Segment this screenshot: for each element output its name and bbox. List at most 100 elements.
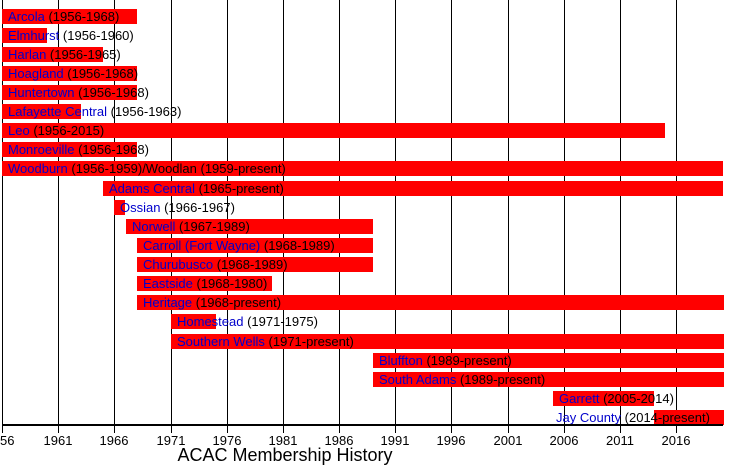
axis-tick-label: 1976 — [212, 433, 242, 448]
axis-tick — [339, 426, 340, 433]
membership-label: Woodburn (1956-1959)/Woodlan (1959-prese… — [8, 161, 286, 176]
membership-years: (1966-1967) — [160, 200, 235, 215]
membership-years: (1956-1968) — [74, 85, 149, 100]
axis-tick — [283, 426, 284, 433]
axis-tick — [676, 426, 677, 433]
school-link[interactable]: Carroll (Fort Wayne) — [143, 238, 261, 253]
gridline-1971 — [171, 0, 172, 425]
membership-bar — [2, 47, 103, 62]
axis-tick — [620, 426, 621, 433]
school-link[interactable]: Leo — [8, 123, 30, 138]
school-link[interactable]: Norwell — [132, 219, 176, 234]
membership-bar — [137, 295, 724, 310]
axis-tick — [564, 426, 565, 433]
school-link[interactable]: Garrett — [559, 391, 600, 406]
axis-tick — [114, 426, 115, 433]
membership-label: Leo (1956-2015) — [8, 123, 104, 138]
axis-tick — [395, 426, 396, 433]
school-link[interactable]: Hoagland — [8, 66, 64, 81]
membership-bar — [2, 66, 137, 81]
membership-years: (1956-1965) — [46, 47, 121, 62]
membership-bar — [2, 28, 47, 43]
school-link[interactable]: Heritage — [143, 295, 193, 310]
membership-years: (1967-1989) — [175, 219, 250, 234]
membership-bar — [114, 200, 125, 215]
axis-tick-label: 2006 — [549, 433, 579, 448]
membership-label: Hoagland (1956-1968) — [8, 66, 138, 81]
membership-label: Ossian (1966-1967) — [120, 200, 235, 215]
school-link[interactable]: South Adams — [379, 372, 457, 387]
school-link[interactable]: Harlan — [8, 47, 47, 62]
membership-years: (1968-1989) — [260, 238, 335, 253]
membership-bar — [103, 181, 723, 196]
membership-years: (1956-1968) — [63, 66, 139, 81]
membership-label: Garrett (2005-2014) — [559, 391, 674, 406]
membership-label: Norwell (1967-1989) — [132, 219, 250, 234]
membership-years: (2014-present) — [621, 410, 710, 425]
membership-bar — [2, 104, 81, 119]
school-link[interactable]: Adams Central — [109, 181, 195, 196]
membership-label: Carroll (Fort Wayne) (1968-1989) — [143, 238, 335, 253]
membership-label: Jay County (2014-present) — [556, 410, 710, 425]
school-link[interactable]: Eastside — [143, 276, 193, 291]
membership-label: Elmhurst (1956-1960) — [8, 28, 134, 43]
membership-bar — [553, 391, 654, 406]
school-link[interactable]: Southern Wells — [177, 334, 265, 349]
gridline-1961 — [58, 0, 59, 425]
gridline-2016 — [676, 0, 677, 425]
membership-label: Harlan (1956-1965) — [8, 47, 121, 62]
membership-years: (1989-present) — [456, 372, 546, 387]
membership-bar — [137, 276, 272, 291]
membership-years: (1965-present) — [194, 181, 284, 196]
axis-tick — [58, 426, 59, 433]
membership-label: Arcola (1956-1968) — [8, 9, 119, 24]
school-link[interactable]: Elmhurst — [8, 28, 60, 43]
school-link[interactable]: Woodburn — [8, 161, 68, 176]
axis-tick-label: 1986 — [324, 433, 354, 448]
school-link[interactable]: Huntertown — [8, 85, 75, 100]
school-link[interactable]: Homestead — [177, 314, 244, 329]
membership-bar — [171, 314, 216, 329]
membership-label: Homestead (1971-1975) — [177, 314, 318, 329]
axis-tick — [227, 426, 228, 433]
membership-bar — [373, 353, 724, 368]
membership-bar — [2, 142, 137, 157]
school-link[interactable]: Ossian — [120, 200, 161, 215]
membership-bar — [137, 257, 373, 272]
membership-bar — [2, 161, 723, 176]
school-link[interactable]: Bluffton — [379, 353, 423, 368]
school-link[interactable]: Lafayette Central — [8, 104, 108, 119]
gridline-1981 — [283, 0, 284, 425]
membership-bar — [373, 372, 724, 387]
axis-tick — [451, 426, 452, 433]
membership-label: Heritage (1968-present) — [143, 295, 281, 310]
membership-label: Adams Central (1965-present) — [109, 181, 284, 196]
membership-years: (1989-present) — [422, 353, 512, 368]
axis-tick-label: 1996 — [436, 433, 466, 448]
gridline-2001 — [508, 0, 509, 425]
membership-years: (2005-2014) — [599, 391, 674, 406]
school-link[interactable]: Churubusco — [143, 257, 214, 272]
membership-bar — [171, 334, 724, 349]
membership-years: (1956-1959)/Woodlan (1959-present) — [67, 161, 286, 176]
axis-tick-label: 1961 — [43, 433, 73, 448]
membership-bar — [2, 9, 137, 24]
x-axis-line — [2, 424, 723, 426]
school-link[interactable]: Jay County — [556, 410, 622, 425]
gridline-2011 — [620, 0, 621, 425]
school-link[interactable]: Arcola — [8, 9, 45, 24]
axis-tick — [508, 426, 509, 433]
membership-years: (1968-present) — [192, 295, 282, 310]
school-link[interactable]: Monroeville — [8, 142, 75, 157]
membership-years: (1956-1960) — [59, 28, 134, 43]
axis-tick — [2, 426, 3, 433]
axis-tick-label: 1981 — [268, 433, 298, 448]
gridline-1956 — [2, 0, 3, 425]
membership-years: (1968-1980) — [192, 276, 268, 291]
membership-years: (1971-1975) — [243, 314, 318, 329]
membership-bar — [2, 123, 665, 138]
membership-bar — [654, 410, 724, 425]
membership-label: Southern Wells (1971-present) — [177, 334, 354, 349]
membership-years: (1971-present) — [264, 334, 354, 349]
